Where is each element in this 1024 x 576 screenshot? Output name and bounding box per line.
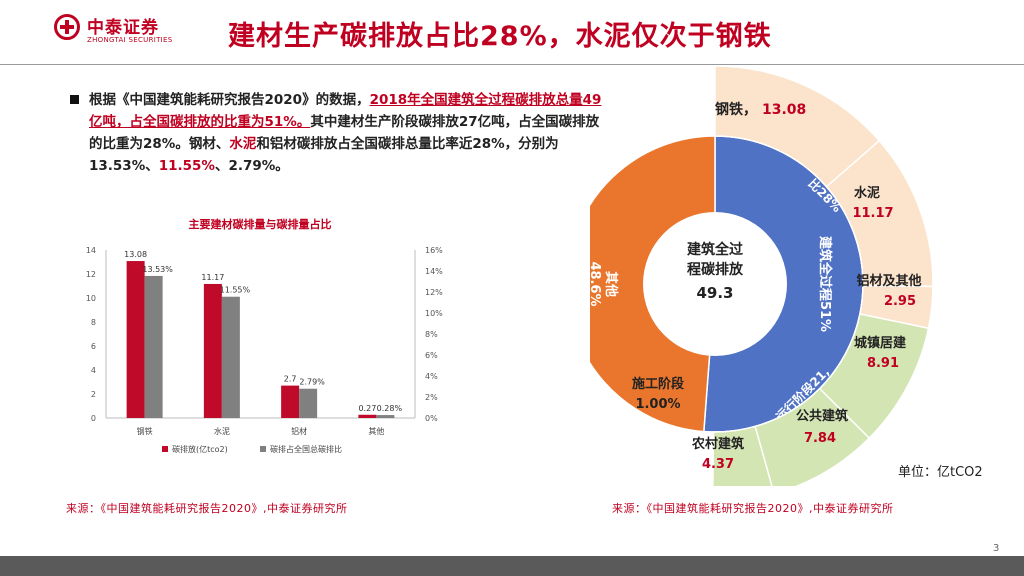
outer-label-value: 13.08 xyxy=(762,102,806,118)
legend-swatch-share xyxy=(260,446,266,452)
y-tick-right: 2% xyxy=(425,393,438,402)
summary-part-5: 和铝材碳排放占全国碳排总量比率近28%，分别为13.53%、 xyxy=(89,136,559,174)
outer-label-name: 农村建筑 xyxy=(691,436,744,452)
summary-highlight-cement: 水泥 xyxy=(229,136,257,152)
y-tick-left: 4 xyxy=(91,366,96,375)
bullet-square-icon xyxy=(70,95,79,104)
bar-share xyxy=(376,415,395,418)
outer-slice xyxy=(712,425,773,486)
header-divider xyxy=(0,64,1024,65)
outer-label-name: 水泥 xyxy=(854,185,880,201)
legend-label-emission: 碳排放(亿tco2) xyxy=(172,444,228,454)
center-hole xyxy=(643,212,787,356)
y-tick-left: 6 xyxy=(91,342,96,351)
x-tick-label: 钢铁 xyxy=(137,426,153,436)
outer-label-value: 4.37 xyxy=(702,457,734,472)
summary-paragraph: 根据《中国建筑能耗研究报告2020》的数据，2018年全国建筑全过程碳排放总量4… xyxy=(89,89,605,177)
summary-part-7: 、2.79%。 xyxy=(214,158,289,174)
y-tick-right: 4% xyxy=(425,372,438,381)
data-label-emission: 2.7 xyxy=(284,375,297,384)
outer-label-value: 7.84 xyxy=(804,431,836,446)
outer-label-value: 2.95 xyxy=(884,294,916,309)
y-tick-left: 0 xyxy=(91,414,96,423)
y-tick-right: 8% xyxy=(425,330,438,339)
y-tick-left: 10 xyxy=(86,294,96,303)
x-tick-label: 水泥 xyxy=(214,426,230,436)
source-note-right: 来源：《中国建筑能耗研究报告2020》,中泰证券研究所 xyxy=(612,502,894,515)
center-label-line1: 建筑全过 xyxy=(687,241,743,258)
summary-highlight-total: 2018年全国建筑全过程碳排放总量49亿吨，占全国碳排放的比重为51%。 xyxy=(89,92,602,130)
y-tick-left: 14 xyxy=(86,246,96,255)
data-label-share: 2.79% xyxy=(299,378,325,387)
page-title: 建材生产碳排放占比28%，水泥仅次于钢铁 xyxy=(228,21,772,52)
bar-emission xyxy=(281,385,300,418)
x-tick-label: 铝材 xyxy=(291,426,307,436)
y-tick-right: 0% xyxy=(425,414,438,423)
outer-label-name: 公共建筑 xyxy=(796,408,848,424)
outer-slice xyxy=(754,387,871,486)
y-tick-right: 12% xyxy=(425,288,443,297)
data-label-share: 13.53% xyxy=(142,265,173,274)
footer-bar xyxy=(0,556,1024,576)
y-tick-right: 16% xyxy=(425,246,443,255)
summary-part-1: 根据《中国建筑能耗研究报告2020》的数据， xyxy=(89,92,370,108)
bar-chart: 主要建材碳排量与碳排量占比 0 2 4 6 8 10 12 14 0% 2% 4% 6% 8% 10% 12%… xyxy=(86,217,443,454)
chart-title: 主要建材碳排量与碳排量占比 xyxy=(189,217,332,231)
outer-label-name: 钢铁， xyxy=(715,101,757,118)
bar-emission xyxy=(358,414,377,418)
outer-label-name: 铝材及其他 xyxy=(856,273,921,289)
source-note-left: 来源：《中国建筑能耗研究报告2020》,中泰证券研究所 xyxy=(66,502,348,515)
y-tick-right: 14% xyxy=(425,267,443,276)
center-label-line2: 程碳排放 xyxy=(687,261,744,278)
bar-emission xyxy=(126,261,145,418)
legend-label-share: 碳排占全国总碳排比 xyxy=(270,444,342,454)
y-tick-left: 12 xyxy=(86,270,96,279)
zhongtai-logo-icon xyxy=(54,14,80,40)
outer-label-value: 11.17 xyxy=(852,206,893,221)
legend-swatch-emission xyxy=(162,446,168,452)
data-label-emission: 11.17 xyxy=(201,273,224,282)
inner-slice-label: 其他48.6% xyxy=(590,261,619,306)
outer-label-name: 城镇居建 xyxy=(854,335,906,351)
outer-label-value: 1.00% xyxy=(635,397,680,412)
data-label-emission: 13.08 xyxy=(124,250,147,259)
bar-emission xyxy=(203,283,222,418)
page-number: 3 xyxy=(993,543,1000,554)
outer-label-name: 施工阶段 xyxy=(632,376,684,392)
x-tick-label: 其他 xyxy=(368,426,384,436)
outer-label-value: 8.91 xyxy=(867,356,899,371)
data-label-share: 11.55% xyxy=(220,286,251,295)
y-tick-right: 10% xyxy=(425,309,443,318)
bar-share xyxy=(221,296,240,418)
data-label-emission: 0.27 xyxy=(358,404,376,413)
logo-name: 中泰证券 xyxy=(87,18,159,38)
bar-share xyxy=(299,388,318,418)
header: 中泰证券 ZHONGTAI SECURITIES 建材生产碳排放占比28%，水泥… xyxy=(0,0,1024,66)
summary-highlight-cement-pct: 11.55% xyxy=(158,158,215,174)
y-tick-left: 2 xyxy=(91,390,96,399)
data-label-share: 0.28% xyxy=(377,404,403,413)
inner-slice-label: 建筑全过程51% xyxy=(818,236,834,332)
y-tick-right: 6% xyxy=(425,351,438,360)
center-value: 49.3 xyxy=(696,284,733,302)
unit-label: 单位：亿tCO2 xyxy=(898,465,983,480)
sunburst-chart: 建筑全过程51%其他48.6%建筑材料27,占比28%运行阶段21,占比22%建… xyxy=(590,66,934,486)
y-tick-left: 8 xyxy=(91,318,96,327)
summary-part-3: 其中建材生产阶段碳排放27亿吨，占全国碳排放的比重为28%。钢材、 xyxy=(89,114,600,152)
logo-subtitle: ZHONGTAI SECURITIES xyxy=(87,36,173,44)
bar-share xyxy=(144,275,163,418)
